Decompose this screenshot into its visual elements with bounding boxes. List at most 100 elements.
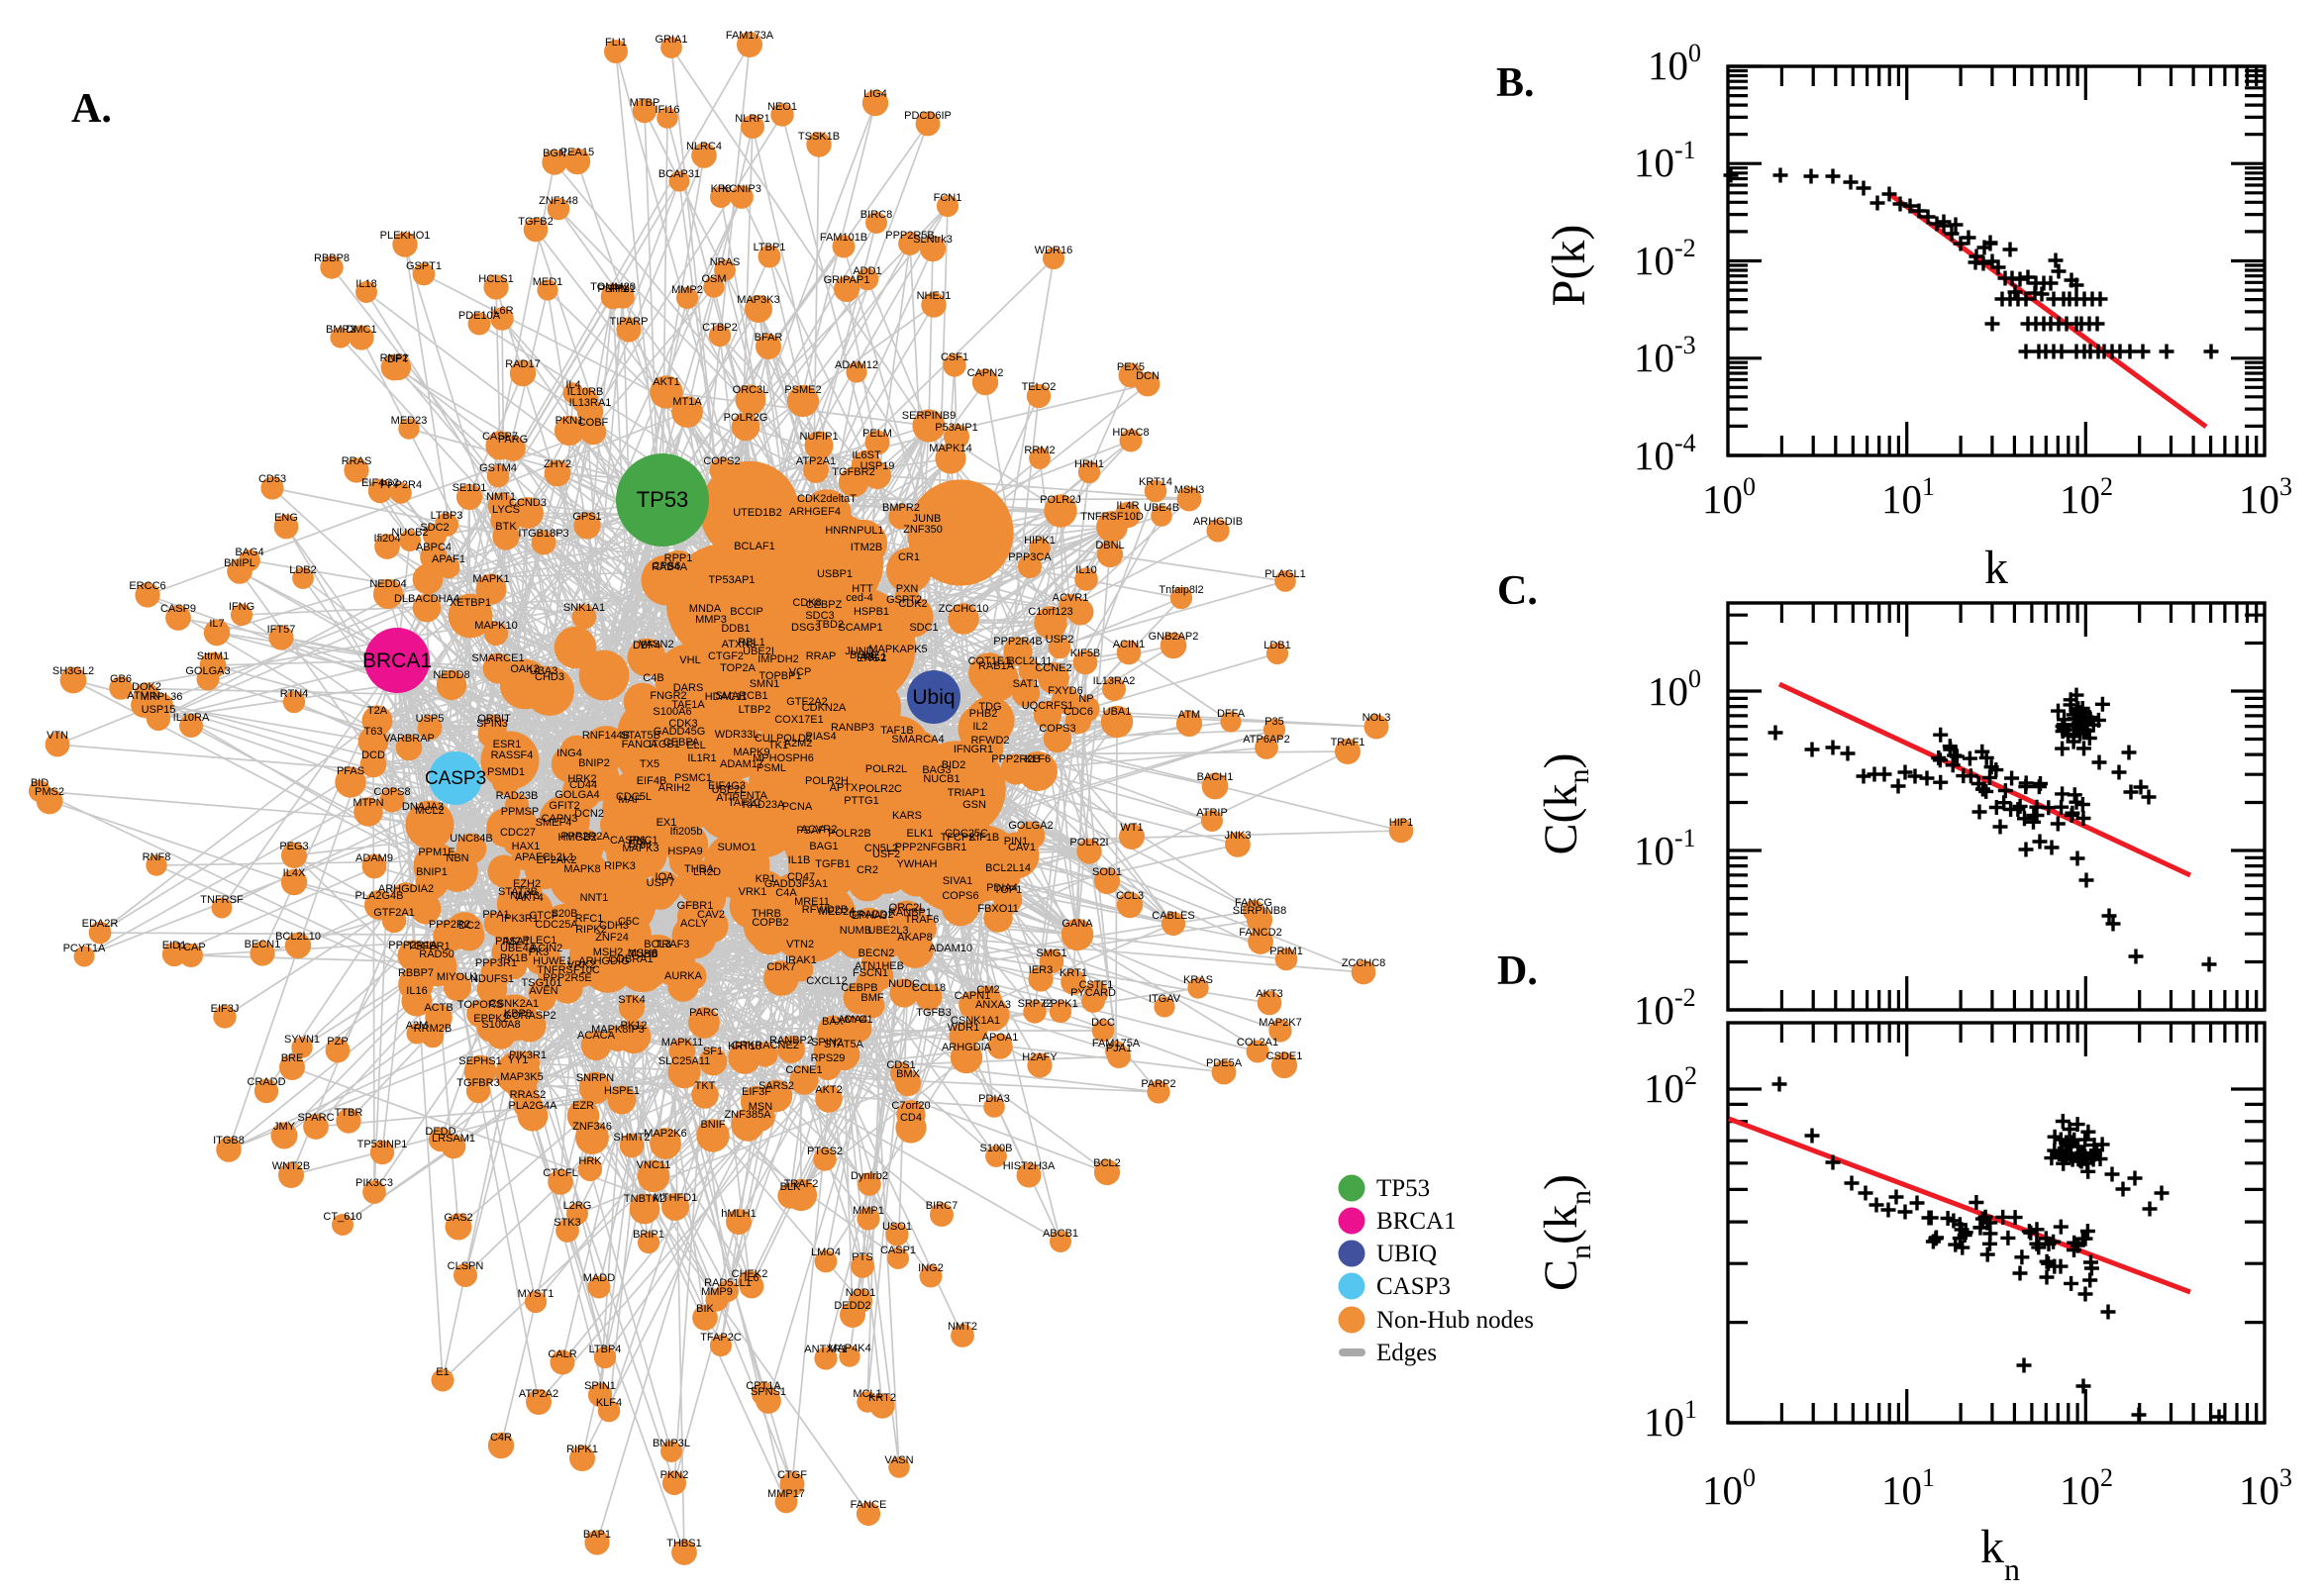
svg-text:GFIT2: GFIT2 — [549, 800, 579, 812]
svg-text:PSME2: PSME2 — [784, 384, 821, 396]
svg-text:CASP1: CASP1 — [880, 1245, 916, 1256]
svg-text:TOMM20: TOMM20 — [590, 281, 636, 293]
svg-text:BCL2L14: BCL2L14 — [985, 862, 1031, 874]
svg-text:GNB2AP2: GNB2AP2 — [1149, 631, 1199, 643]
svg-text:ZNF350: ZNF350 — [903, 524, 943, 536]
svg-text:BCL3: BCL3 — [644, 939, 671, 950]
svg-text:S100B: S100B — [979, 1143, 1012, 1154]
svg-text:WDR33L: WDR33L — [715, 729, 759, 741]
svg-text:TAF1C: TAF1C — [728, 797, 761, 809]
svg-text:VRK2: VRK2 — [567, 959, 596, 971]
svg-text:RAD23A: RAD23A — [743, 799, 785, 811]
svg-text:IL10RB: IL10RB — [567, 386, 604, 398]
svg-text:USP19: USP19 — [860, 460, 895, 472]
svg-text:GFBR1: GFBR1 — [677, 900, 714, 912]
svg-text:S100A8: S100A8 — [481, 1019, 520, 1031]
svg-text:THRB: THRB — [752, 908, 781, 920]
svg-text:TNFRSF10D: TNFRSF10D — [1080, 511, 1144, 523]
svg-text:NNT1: NNT1 — [580, 892, 609, 904]
svg-text:P53AIP1: P53AIP1 — [935, 422, 977, 434]
svg-text:ITM2B: ITM2B — [851, 542, 882, 553]
svg-text:CSTF1: CSTF1 — [1079, 979, 1114, 991]
svg-text:RNF144B: RNF144B — [582, 730, 630, 742]
svg-text:YWHAH: YWHAH — [897, 858, 938, 870]
svg-text:LDB1: LDB1 — [1263, 640, 1291, 651]
svg-text:RBBP8: RBBP8 — [314, 252, 350, 264]
svg-text:NRAS: NRAS — [710, 256, 741, 268]
svg-text:KRAS: KRAS — [1183, 974, 1213, 986]
svg-text:C4A: C4A — [775, 887, 797, 899]
svg-text:PTGS2: PTGS2 — [807, 1146, 843, 1157]
svg-text:ARIH2: ARIH2 — [658, 782, 690, 794]
svg-text:MPHOSPH6: MPHOSPH6 — [753, 752, 814, 764]
svg-text:DDB1: DDB1 — [721, 623, 750, 635]
svg-text:BMX: BMX — [896, 1068, 921, 1080]
svg-text:EIF4B: EIF4B — [637, 775, 667, 787]
svg-text:SDC2: SDC2 — [420, 522, 449, 534]
svg-text:OSM: OSM — [701, 273, 726, 285]
svg-text:LMO4: LMO4 — [811, 1247, 841, 1258]
svg-text:SLC25A11: SLC25A11 — [658, 1055, 710, 1067]
svg-text:PLEC1: PLEC1 — [523, 935, 557, 947]
svg-text:LYCS: LYCS — [492, 504, 520, 516]
svg-text:TUBB: TUBB — [629, 948, 657, 960]
svg-text:CDK2: CDK2 — [898, 598, 927, 610]
svg-text:NEO1: NEO1 — [767, 101, 797, 113]
svg-text:SE1D1: SE1D1 — [453, 482, 487, 494]
svg-text:BNIP1: BNIP1 — [416, 866, 448, 878]
svg-text:ORC3L: ORC3L — [733, 384, 769, 396]
svg-text:CEBPB: CEBPB — [841, 982, 877, 994]
svg-text:DMC1: DMC1 — [346, 324, 376, 336]
svg-text:UBIQ: UBIQ — [1376, 1241, 1437, 1267]
svg-text:CRADD2: CRADD2 — [849, 909, 893, 921]
svg-text:MSH3: MSH3 — [1174, 484, 1205, 496]
svg-text:GRIA1: GRIA1 — [655, 34, 687, 46]
svg-text:KRT1: KRT1 — [1060, 967, 1087, 979]
svg-text:Edges: Edges — [1376, 1340, 1437, 1366]
svg-text:RRAP: RRAP — [806, 650, 837, 662]
svg-text:GOLGA2: GOLGA2 — [1008, 820, 1053, 832]
svg-text:PYCARD: PYCARD — [1070, 987, 1116, 999]
svg-text:BCCIP: BCCIP — [730, 606, 763, 618]
svg-text:NEDD4: NEDD4 — [369, 578, 406, 590]
svg-text:MRPL36: MRPL36 — [141, 691, 183, 703]
svg-text:GTF2A2: GTF2A2 — [786, 696, 828, 708]
svg-text:ACVR1: ACVR1 — [1053, 592, 1089, 604]
svg-text:GOLGA4: GOLGA4 — [555, 789, 599, 801]
svg-text:C5C: C5C — [618, 916, 640, 928]
svg-text:DEDD: DEDD — [425, 1126, 455, 1138]
svg-text:MAPK3: MAPK3 — [622, 843, 658, 854]
svg-text:NUFIP1: NUFIP1 — [799, 431, 838, 443]
svg-text:STAT3B: STAT3B — [498, 886, 538, 898]
svg-text:TGFB1: TGFB1 — [815, 858, 850, 870]
svg-text:DEDD2: DEDD2 — [834, 1300, 870, 1312]
svg-text:TIPARP: TIPARP — [610, 316, 649, 328]
svg-text:RNF8: RNF8 — [143, 851, 171, 863]
svg-text:PPP3R1: PPP3R1 — [475, 957, 517, 969]
svg-text:CCNE2: CCNE2 — [1035, 662, 1071, 674]
svg-text:HSPB1: HSPB1 — [854, 606, 889, 618]
svg-text:SPIN3: SPIN3 — [476, 718, 508, 730]
svg-text:USO1: USO1 — [882, 1221, 912, 1233]
svg-text:ZNF24: ZNF24 — [595, 932, 629, 944]
svg-text:CTBP2: CTBP2 — [702, 322, 737, 334]
svg-text:POLR2G: POLR2G — [724, 412, 768, 424]
svg-text:NBN: NBN — [446, 852, 468, 864]
svg-text:TBD2: TBD2 — [816, 619, 844, 631]
svg-text:k: k — [1984, 542, 2008, 594]
svg-text:JNK3: JNK3 — [1225, 830, 1252, 842]
svg-text:GANA: GANA — [1061, 918, 1093, 930]
svg-text:AVEN: AVEN — [529, 985, 557, 997]
svg-text:TGFB3: TGFB3 — [916, 1007, 951, 1019]
svg-text:RBL1: RBL1 — [738, 637, 765, 648]
svg-text:SDC1: SDC1 — [909, 622, 938, 634]
svg-text:UNC84B: UNC84B — [450, 833, 492, 845]
svg-text:10-2: 10-2 — [1634, 983, 1696, 1033]
svg-text:ADAM17: ADAM17 — [720, 758, 763, 770]
svg-text:WDR16: WDR16 — [1035, 245, 1073, 256]
svg-text:COT1E1: COT1E1 — [968, 655, 1011, 667]
svg-text:CCND3: CCND3 — [509, 497, 547, 509]
svg-text:CD44: CD44 — [569, 779, 597, 791]
svg-text:STAT5B: STAT5B — [621, 730, 660, 742]
svg-text:MMP2: MMP2 — [671, 284, 703, 296]
